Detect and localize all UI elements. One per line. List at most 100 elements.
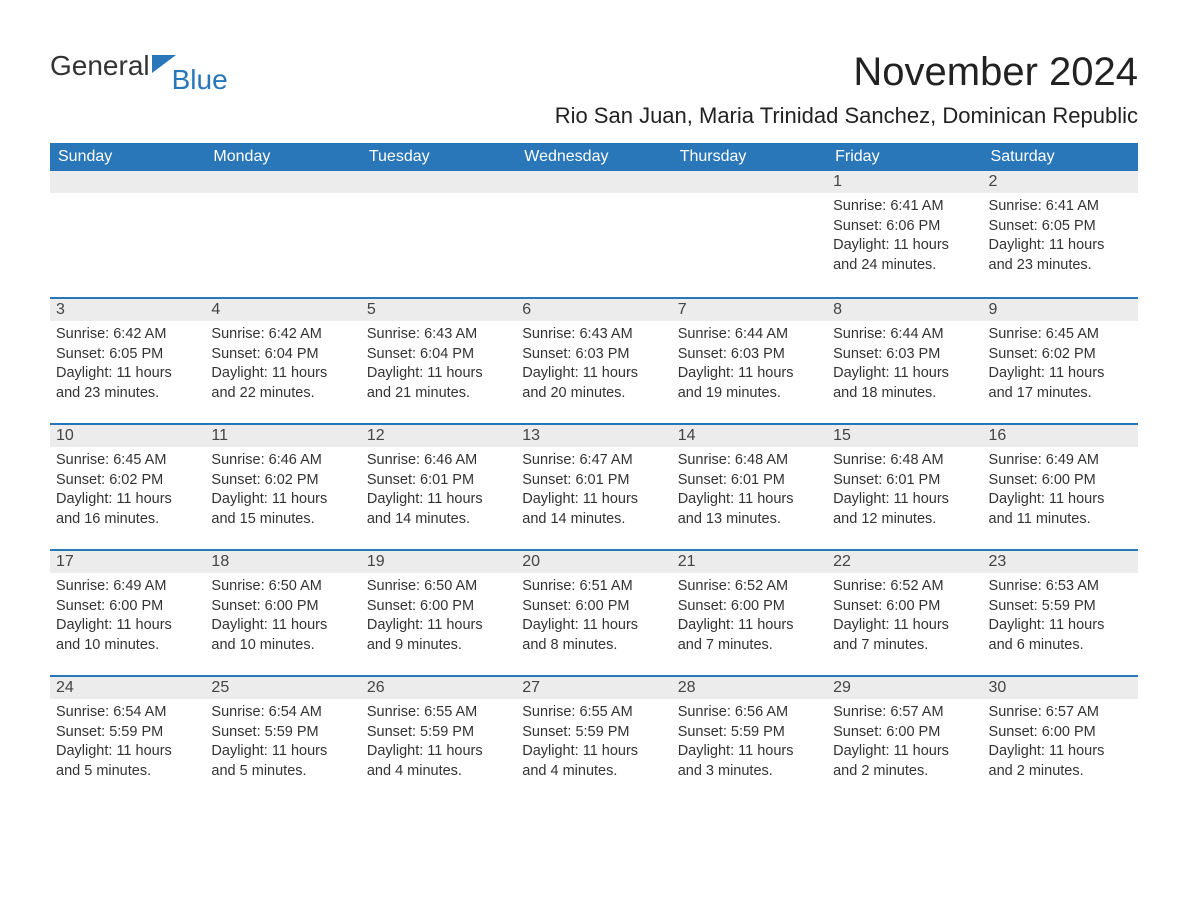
sunset-text: Sunset: 6:05 PM [989,217,1132,237]
day-details: Sunrise: 6:45 AMSunset: 6:02 PMDaylight:… [983,321,1138,409]
sunset-text: Sunset: 6:01 PM [833,471,976,491]
day-details: Sunrise: 6:48 AMSunset: 6:01 PMDaylight:… [672,447,827,535]
sunset-text: Sunset: 6:05 PM [56,345,199,365]
empty-day-strip [516,171,671,193]
calendar-cell: 14Sunrise: 6:48 AMSunset: 6:01 PMDayligh… [672,423,827,549]
weekday-header-row: Sunday Monday Tuesday Wednesday Thursday… [50,143,1138,171]
logo-part2: Blue [172,64,228,96]
day-number: 30 [983,675,1138,699]
sunrise-text: Sunrise: 6:57 AM [989,703,1132,723]
day-details: Sunrise: 6:52 AMSunset: 6:00 PMDaylight:… [672,573,827,661]
day-number: 22 [827,549,982,573]
day-number: 2 [983,171,1138,193]
daylight-text: Daylight: 11 hours and 12 minutes. [833,490,976,529]
sunset-text: Sunset: 6:03 PM [678,345,821,365]
sunset-text: Sunset: 6:00 PM [833,597,976,617]
day-number: 5 [361,297,516,321]
calendar-cell: 13Sunrise: 6:47 AMSunset: 6:01 PMDayligh… [516,423,671,549]
sunrise-text: Sunrise: 6:51 AM [522,577,665,597]
calendar-cell: 2Sunrise: 6:41 AMSunset: 6:05 PMDaylight… [983,171,1138,297]
calendar-cell [50,171,205,297]
day-details: Sunrise: 6:41 AMSunset: 6:05 PMDaylight:… [983,193,1138,281]
weekday-header: Friday [827,143,982,171]
sunrise-text: Sunrise: 6:57 AM [833,703,976,723]
sunset-text: Sunset: 6:00 PM [678,597,821,617]
calendar-cell: 7Sunrise: 6:44 AMSunset: 6:03 PMDaylight… [672,297,827,423]
day-number: 11 [205,423,360,447]
day-number: 19 [361,549,516,573]
daylight-text: Daylight: 11 hours and 14 minutes. [367,490,510,529]
sunset-text: Sunset: 6:00 PM [211,597,354,617]
day-details: Sunrise: 6:47 AMSunset: 6:01 PMDaylight:… [516,447,671,535]
weekday-header: Saturday [983,143,1138,171]
calendar-cell: 4Sunrise: 6:42 AMSunset: 6:04 PMDaylight… [205,297,360,423]
daylight-text: Daylight: 11 hours and 16 minutes. [56,490,199,529]
daylight-text: Daylight: 11 hours and 23 minutes. [989,236,1132,275]
daylight-text: Daylight: 11 hours and 13 minutes. [678,490,821,529]
day-details: Sunrise: 6:43 AMSunset: 6:03 PMDaylight:… [516,321,671,409]
page-title: November 2024 [853,50,1138,95]
sunset-text: Sunset: 6:01 PM [367,471,510,491]
sunset-text: Sunset: 6:00 PM [989,723,1132,743]
sunrise-text: Sunrise: 6:42 AM [56,325,199,345]
day-details: Sunrise: 6:52 AMSunset: 6:00 PMDaylight:… [827,573,982,661]
day-number: 16 [983,423,1138,447]
daylight-text: Daylight: 11 hours and 7 minutes. [833,616,976,655]
sunrise-text: Sunrise: 6:48 AM [833,451,976,471]
sunset-text: Sunset: 5:59 PM [56,723,199,743]
sunrise-text: Sunrise: 6:54 AM [56,703,199,723]
sunset-text: Sunset: 6:01 PM [678,471,821,491]
daylight-text: Daylight: 11 hours and 17 minutes. [989,364,1132,403]
day-number: 17 [50,549,205,573]
sunset-text: Sunset: 5:59 PM [678,723,821,743]
daylight-text: Daylight: 11 hours and 2 minutes. [989,742,1132,781]
day-number: 27 [516,675,671,699]
day-details: Sunrise: 6:46 AMSunset: 6:01 PMDaylight:… [361,447,516,535]
sunset-text: Sunset: 6:04 PM [367,345,510,365]
sunrise-text: Sunrise: 6:52 AM [833,577,976,597]
sunset-text: Sunset: 6:00 PM [56,597,199,617]
sunset-text: Sunset: 5:59 PM [211,723,354,743]
empty-day-strip [672,171,827,193]
day-details: Sunrise: 6:43 AMSunset: 6:04 PMDaylight:… [361,321,516,409]
sunrise-text: Sunrise: 6:46 AM [211,451,354,471]
calendar-cell: 25Sunrise: 6:54 AMSunset: 5:59 PMDayligh… [205,675,360,801]
sunrise-text: Sunrise: 6:44 AM [678,325,821,345]
daylight-text: Daylight: 11 hours and 4 minutes. [522,742,665,781]
daylight-text: Daylight: 11 hours and 2 minutes. [833,742,976,781]
sunrise-text: Sunrise: 6:41 AM [833,197,976,217]
calendar-cell [205,171,360,297]
calendar-week-row: 10Sunrise: 6:45 AMSunset: 6:02 PMDayligh… [50,423,1138,549]
sunset-text: Sunset: 6:03 PM [833,345,976,365]
calendar-cell: 23Sunrise: 6:53 AMSunset: 5:59 PMDayligh… [983,549,1138,675]
day-details: Sunrise: 6:42 AMSunset: 6:05 PMDaylight:… [50,321,205,409]
sunrise-text: Sunrise: 6:53 AM [989,577,1132,597]
day-number: 25 [205,675,360,699]
calendar-cell: 10Sunrise: 6:45 AMSunset: 6:02 PMDayligh… [50,423,205,549]
day-number: 9 [983,297,1138,321]
day-number: 13 [516,423,671,447]
day-details: Sunrise: 6:51 AMSunset: 6:00 PMDaylight:… [516,573,671,661]
sunset-text: Sunset: 6:01 PM [522,471,665,491]
day-details: Sunrise: 6:50 AMSunset: 6:00 PMDaylight:… [205,573,360,661]
sunset-text: Sunset: 6:06 PM [833,217,976,237]
sunrise-text: Sunrise: 6:42 AM [211,325,354,345]
day-number: 14 [672,423,827,447]
calendar-week-row: 3Sunrise: 6:42 AMSunset: 6:05 PMDaylight… [50,297,1138,423]
daylight-text: Daylight: 11 hours and 6 minutes. [989,616,1132,655]
calendar-cell: 27Sunrise: 6:55 AMSunset: 5:59 PMDayligh… [516,675,671,801]
page-subtitle: Rio San Juan, Maria Trinidad Sanchez, Do… [50,103,1138,129]
calendar-cell [672,171,827,297]
calendar-cell: 5Sunrise: 6:43 AMSunset: 6:04 PMDaylight… [361,297,516,423]
daylight-text: Daylight: 11 hours and 5 minutes. [211,742,354,781]
daylight-text: Daylight: 11 hours and 19 minutes. [678,364,821,403]
calendar-cell: 21Sunrise: 6:52 AMSunset: 6:00 PMDayligh… [672,549,827,675]
weekday-header: Tuesday [361,143,516,171]
sunrise-text: Sunrise: 6:55 AM [367,703,510,723]
sunset-text: Sunset: 6:02 PM [56,471,199,491]
calendar-week-row: 1Sunrise: 6:41 AMSunset: 6:06 PMDaylight… [50,171,1138,297]
calendar-cell: 3Sunrise: 6:42 AMSunset: 6:05 PMDaylight… [50,297,205,423]
weekday-header: Thursday [672,143,827,171]
calendar-cell: 24Sunrise: 6:54 AMSunset: 5:59 PMDayligh… [50,675,205,801]
day-number: 10 [50,423,205,447]
